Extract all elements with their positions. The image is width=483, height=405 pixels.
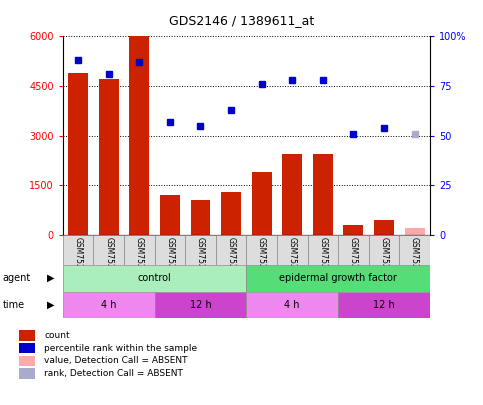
Text: GSM75270: GSM75270	[104, 237, 113, 279]
Bar	[252, 172, 271, 235]
Text: GSM75265: GSM75265	[257, 237, 266, 279]
Bar	[155, 235, 185, 265]
Bar	[343, 225, 363, 235]
Text: GSM75273: GSM75273	[196, 237, 205, 279]
Bar	[99, 79, 119, 235]
Text: GSM75276: GSM75276	[380, 237, 388, 279]
Bar	[405, 228, 425, 235]
Bar	[277, 235, 308, 265]
Bar	[246, 292, 338, 318]
Text: 4 h: 4 h	[101, 300, 116, 310]
Text: epidermal growth factor: epidermal growth factor	[279, 273, 397, 283]
Bar	[19, 368, 35, 379]
Bar	[19, 330, 35, 341]
Bar	[185, 235, 216, 265]
Text: GSM75277: GSM75277	[410, 237, 419, 279]
Bar	[190, 200, 211, 235]
Bar	[63, 292, 155, 318]
Bar	[19, 356, 35, 366]
Bar	[338, 292, 430, 318]
Text: GSM75269: GSM75269	[73, 237, 83, 279]
Text: time: time	[2, 300, 25, 309]
Bar	[308, 235, 338, 265]
Bar	[160, 195, 180, 235]
Text: 12 h: 12 h	[373, 300, 395, 310]
Bar	[282, 154, 302, 235]
Bar	[68, 73, 88, 235]
Bar	[93, 235, 124, 265]
Text: value, Detection Call = ABSENT: value, Detection Call = ABSENT	[44, 356, 187, 365]
Text: control: control	[138, 273, 171, 283]
Text: GDS2146 / 1389611_at: GDS2146 / 1389611_at	[169, 14, 314, 27]
Text: agent: agent	[2, 273, 30, 283]
Text: GSM75268: GSM75268	[318, 237, 327, 279]
Text: rank, Detection Call = ABSENT: rank, Detection Call = ABSENT	[44, 369, 183, 378]
Bar	[124, 235, 155, 265]
Bar	[63, 265, 246, 292]
Bar	[221, 192, 241, 235]
Bar	[129, 36, 149, 235]
Text: ▶: ▶	[47, 273, 55, 283]
Bar	[63, 235, 93, 265]
Bar	[374, 220, 394, 235]
Bar	[19, 343, 35, 354]
Bar	[369, 235, 399, 265]
Text: GSM75271: GSM75271	[135, 237, 144, 279]
Bar	[399, 235, 430, 265]
Bar	[313, 154, 333, 235]
Text: GSM75275: GSM75275	[349, 237, 358, 279]
Text: ▶: ▶	[47, 300, 55, 309]
Text: percentile rank within the sample: percentile rank within the sample	[44, 343, 197, 353]
Text: GSM75272: GSM75272	[165, 237, 174, 279]
Text: 12 h: 12 h	[189, 300, 212, 310]
Bar	[216, 235, 246, 265]
Bar	[246, 265, 430, 292]
Text: GSM75267: GSM75267	[288, 237, 297, 279]
Text: 4 h: 4 h	[284, 300, 300, 310]
Bar	[246, 235, 277, 265]
Text: GSM75274: GSM75274	[227, 237, 236, 279]
Bar	[338, 235, 369, 265]
Bar	[155, 292, 246, 318]
Text: count: count	[44, 331, 70, 340]
